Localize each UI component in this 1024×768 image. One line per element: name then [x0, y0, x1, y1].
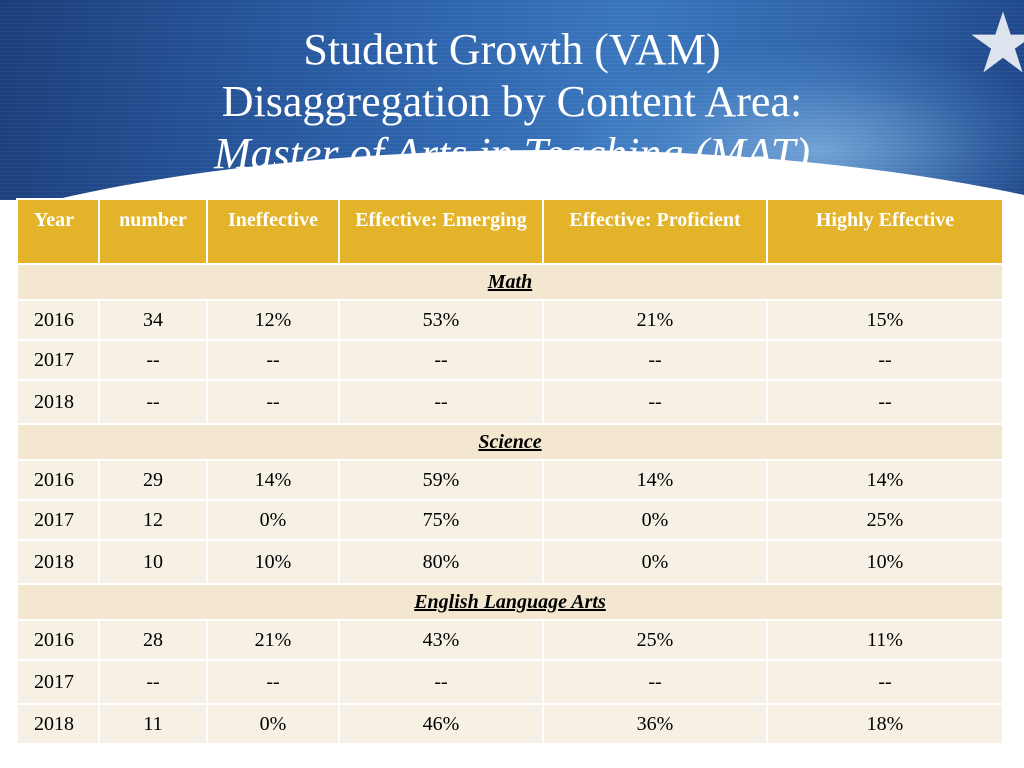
proficient-cell: -- — [542, 659, 768, 705]
header-row: Year number Ineffective Effective: Emerg… — [16, 198, 1004, 265]
header-highly-effective: Highly Effective — [766, 198, 1004, 265]
ineffective-cell: 0% — [206, 703, 340, 745]
highly-effective-cell: 18% — [766, 703, 1004, 745]
title-line-1: Student Growth (VAM) — [303, 25, 721, 74]
emerging-cell: 46% — [338, 703, 544, 745]
section-label-science: Science — [16, 423, 1004, 461]
number-cell: 28 — [98, 619, 208, 661]
number-cell: -- — [98, 379, 208, 425]
star-icon — [971, 11, 1024, 73]
proficient-cell: 0% — [542, 499, 768, 541]
header-effective-proficient: Effective: Proficient — [542, 198, 768, 265]
highly-effective-cell: 10% — [766, 539, 1004, 585]
ineffective-cell: 21% — [206, 619, 340, 661]
number-cell: 12 — [98, 499, 208, 541]
emerging-cell: 59% — [338, 459, 544, 501]
emerging-cell: 75% — [338, 499, 544, 541]
table-row: 2018 10 10% 80% 0% 10% — [16, 539, 1004, 585]
title-line-2: Disaggregation by Content Area: — [221, 77, 803, 126]
year-cell: 2018 — [16, 703, 100, 745]
highly-effective-cell: 11% — [766, 619, 1004, 661]
title-banner — [0, 0, 1024, 200]
table-row: 2017 -- -- -- -- -- — [16, 339, 1004, 381]
slide-title: Student Growth (VAM) Disaggregation by C… — [0, 24, 1024, 180]
ineffective-cell: 0% — [206, 499, 340, 541]
section-label-math: Math — [16, 263, 1004, 301]
ineffective-cell: 14% — [206, 459, 340, 501]
highly-effective-cell: 15% — [766, 299, 1004, 341]
ineffective-cell: -- — [206, 339, 340, 381]
proficient-cell: 0% — [542, 539, 768, 585]
emerging-cell: -- — [338, 379, 544, 425]
proficient-cell: 36% — [542, 703, 768, 745]
number-cell: -- — [98, 659, 208, 705]
highly-effective-cell: -- — [766, 659, 1004, 705]
number-cell: -- — [98, 339, 208, 381]
section-row-science: Science — [16, 423, 1004, 461]
table-row: 2016 34 12% 53% 21% 15% — [16, 299, 1004, 341]
highly-effective-cell: 25% — [766, 499, 1004, 541]
table-row: 2017 -- -- -- -- -- — [16, 659, 1004, 705]
proficient-cell: 21% — [542, 299, 768, 341]
section-label-english-language-arts: English Language Arts — [16, 583, 1004, 621]
number-cell: 11 — [98, 703, 208, 745]
table-row: 2018 -- -- -- -- -- — [16, 379, 1004, 425]
ineffective-cell: -- — [206, 659, 340, 705]
highly-effective-cell: -- — [766, 339, 1004, 381]
header-ineffective: Ineffective — [206, 198, 340, 265]
table-row: 2016 28 21% 43% 25% 11% — [16, 619, 1004, 661]
emerging-cell: 53% — [338, 299, 544, 341]
highly-effective-cell: -- — [766, 379, 1004, 425]
title-line-3: Master of Arts in Teaching (MAT) — [213, 129, 811, 178]
header-year: Year — [16, 198, 100, 265]
ineffective-cell: 12% — [206, 299, 340, 341]
table-row: 2016 29 14% 59% 14% 14% — [16, 459, 1004, 501]
year-cell: 2016 — [16, 459, 100, 501]
vam-table: Year number Ineffective Effective: Emerg… — [16, 198, 1004, 745]
number-cell: 10 — [98, 539, 208, 585]
proficient-cell: -- — [542, 379, 768, 425]
ineffective-cell: -- — [206, 379, 340, 425]
emerging-cell: 80% — [338, 539, 544, 585]
year-cell: 2017 — [16, 339, 100, 381]
year-cell: 2016 — [16, 299, 100, 341]
highly-effective-cell: 14% — [766, 459, 1004, 501]
year-cell: 2017 — [16, 659, 100, 705]
emerging-cell: -- — [338, 339, 544, 381]
number-cell: 29 — [98, 459, 208, 501]
year-cell: 2016 — [16, 619, 100, 661]
proficient-cell: 25% — [542, 619, 768, 661]
number-cell: 34 — [98, 299, 208, 341]
year-cell: 2017 — [16, 499, 100, 541]
emerging-cell: -- — [338, 659, 544, 705]
section-row-math: Math — [16, 263, 1004, 301]
ineffective-cell: 10% — [206, 539, 340, 585]
proficient-cell: 14% — [542, 459, 768, 501]
header-number: number — [98, 198, 208, 265]
year-cell: 2018 — [16, 539, 100, 585]
emerging-cell: 43% — [338, 619, 544, 661]
section-row-english-language-arts: English Language Arts — [16, 583, 1004, 621]
proficient-cell: -- — [542, 339, 768, 381]
table-row: 2018 11 0% 46% 36% 18% — [16, 703, 1004, 745]
table-row: 2017 12 0% 75% 0% 25% — [16, 499, 1004, 541]
year-cell: 2018 — [16, 379, 100, 425]
header-effective-emerging: Effective: Emerging — [338, 198, 544, 265]
